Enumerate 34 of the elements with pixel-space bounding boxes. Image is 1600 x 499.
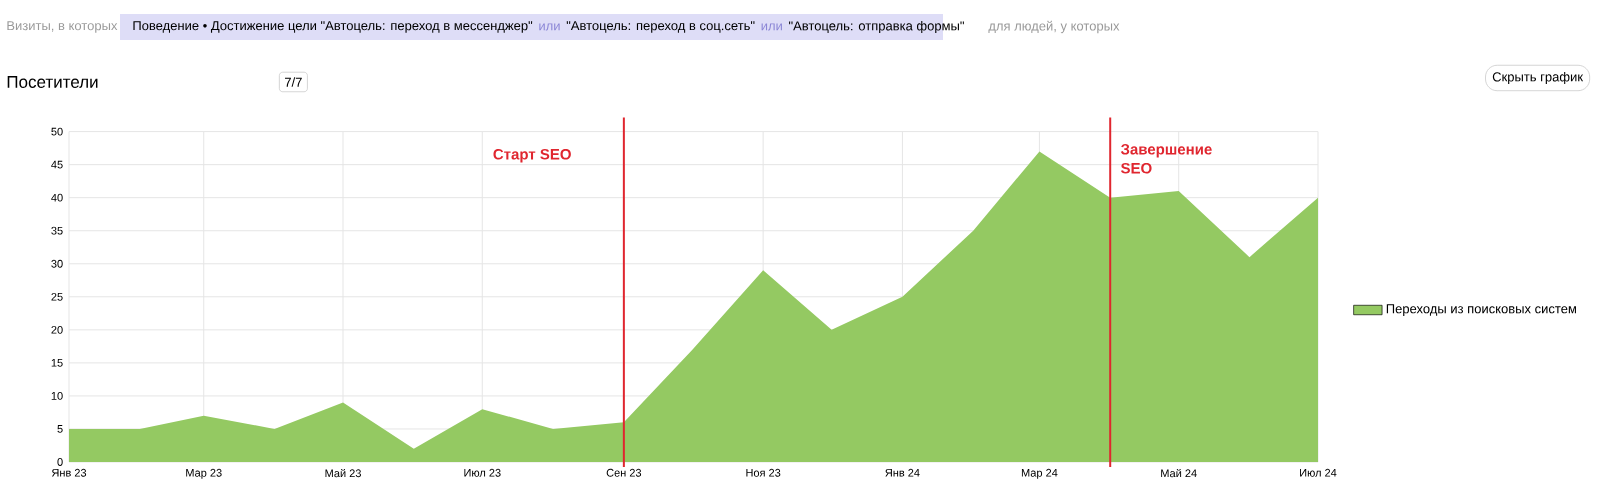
legend-label: Переходы из поисковых систем: [1386, 304, 1576, 316]
ref-line-label: Старт SEO: [493, 148, 571, 163]
y-tick-label: 0: [57, 458, 63, 466]
y-tick-label: 25: [51, 292, 63, 301]
text: Поведение • Достижение цели "Автоцель: переход в мессенджер": [133, 21, 533, 33]
text: Визиты, в которых: [7, 21, 118, 33]
y-tick-label: 20: [51, 325, 63, 334]
text: "Автоцель: переход в соц.сеть": [566, 21, 755, 33]
y-tick-label: 5: [57, 425, 63, 433]
y-tick-label: 40: [51, 193, 63, 202]
y-tick-label: 35: [51, 226, 63, 235]
text: Скрыть график: [1492, 71, 1584, 85]
text: 7/7: [285, 77, 302, 87]
x-tick-label: Мар 24: [1021, 468, 1058, 479]
y-tick-label: 45: [51, 160, 63, 169]
y-tick-label: 10: [51, 392, 63, 400]
x-tick-label: Мар 23: [186, 468, 222, 479]
text: или: [539, 23, 560, 31]
ref-line-label: Завершение SEO: [1120, 143, 1212, 174]
x-tick-label: Июл 24: [1300, 468, 1337, 477]
y-tick-label: 50: [51, 127, 63, 136]
x-tick-label: Июл 23: [464, 468, 501, 477]
text: или: [761, 23, 782, 31]
x-tick-label: Май 24: [1161, 468, 1197, 478]
x-tick-label: Ноя 23: [746, 468, 781, 477]
text: для людей, у которых: [988, 20, 1120, 34]
y-tick-label: 15: [51, 359, 63, 367]
x-tick-label: Янв 23: [51, 468, 87, 477]
chart-title: Посетители: [7, 76, 98, 88]
x-tick-label: Май 23: [325, 468, 361, 478]
x-tick-label: Сен 23: [606, 468, 642, 477]
text: "Автоцель: отправка формы": [789, 20, 964, 34]
x-tick-label: Янв 24: [885, 468, 920, 477]
y-tick-label: 30: [51, 259, 63, 268]
